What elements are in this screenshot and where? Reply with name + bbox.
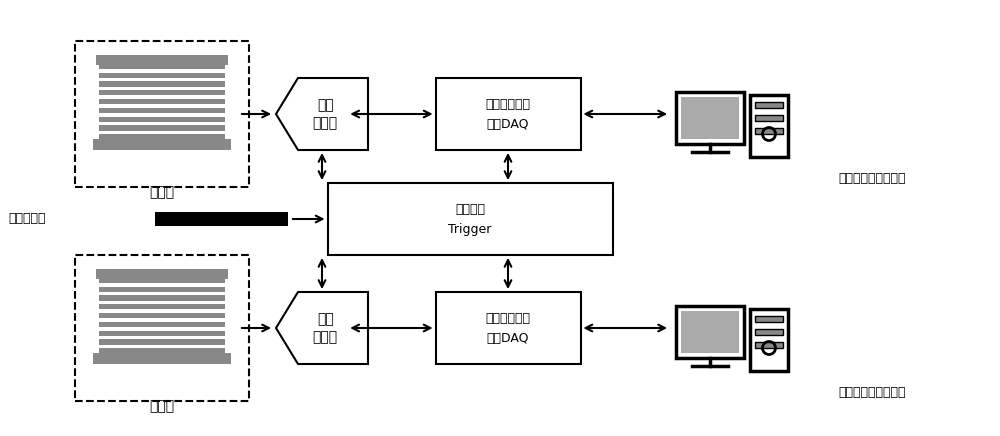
FancyBboxPatch shape bbox=[99, 348, 225, 353]
FancyBboxPatch shape bbox=[436, 292, 581, 364]
FancyBboxPatch shape bbox=[93, 353, 231, 364]
FancyBboxPatch shape bbox=[96, 55, 228, 65]
Text: 系统DAQ: 系统DAQ bbox=[487, 117, 529, 130]
FancyBboxPatch shape bbox=[99, 125, 225, 130]
FancyBboxPatch shape bbox=[99, 278, 225, 283]
FancyBboxPatch shape bbox=[99, 99, 225, 104]
FancyBboxPatch shape bbox=[99, 304, 225, 310]
FancyBboxPatch shape bbox=[436, 78, 581, 150]
FancyBboxPatch shape bbox=[676, 306, 744, 358]
Text: 触发探测器: 触发探测器 bbox=[8, 211, 46, 225]
FancyBboxPatch shape bbox=[99, 82, 225, 87]
Text: 触发系统: 触发系统 bbox=[455, 202, 485, 215]
FancyBboxPatch shape bbox=[99, 339, 225, 344]
FancyBboxPatch shape bbox=[99, 330, 225, 336]
Text: 系统DAQ: 系统DAQ bbox=[487, 331, 529, 344]
Text: 数据存储和分析系统: 数据存储和分析系统 bbox=[838, 172, 906, 185]
FancyBboxPatch shape bbox=[99, 73, 225, 78]
FancyBboxPatch shape bbox=[99, 64, 225, 69]
Text: Trigger: Trigger bbox=[448, 222, 492, 235]
Polygon shape bbox=[276, 292, 368, 364]
FancyBboxPatch shape bbox=[750, 309, 788, 371]
Text: 探测器: 探测器 bbox=[149, 185, 175, 199]
FancyBboxPatch shape bbox=[99, 108, 225, 113]
Text: 数据存储和分析系统: 数据存储和分析系统 bbox=[838, 386, 906, 399]
Text: 数据获取软件: 数据获取软件 bbox=[486, 311, 530, 324]
FancyBboxPatch shape bbox=[755, 316, 783, 322]
FancyBboxPatch shape bbox=[99, 134, 225, 140]
Polygon shape bbox=[276, 78, 368, 150]
FancyBboxPatch shape bbox=[155, 212, 288, 226]
FancyBboxPatch shape bbox=[755, 115, 783, 121]
FancyBboxPatch shape bbox=[755, 329, 783, 335]
Text: 读出: 读出 bbox=[317, 312, 334, 326]
FancyBboxPatch shape bbox=[99, 116, 225, 122]
Text: 探测器: 探测器 bbox=[149, 399, 175, 413]
FancyBboxPatch shape bbox=[96, 269, 228, 279]
FancyBboxPatch shape bbox=[99, 287, 225, 292]
FancyBboxPatch shape bbox=[99, 90, 225, 95]
FancyBboxPatch shape bbox=[99, 322, 225, 327]
FancyBboxPatch shape bbox=[328, 183, 612, 255]
Text: 读出: 读出 bbox=[317, 98, 334, 112]
Text: 电子学: 电子学 bbox=[313, 330, 338, 344]
FancyBboxPatch shape bbox=[93, 139, 231, 150]
FancyBboxPatch shape bbox=[681, 311, 739, 353]
FancyBboxPatch shape bbox=[755, 342, 783, 348]
Text: 数据获取软件: 数据获取软件 bbox=[486, 98, 530, 110]
FancyBboxPatch shape bbox=[99, 313, 225, 318]
FancyBboxPatch shape bbox=[676, 92, 744, 144]
Text: 电子学: 电子学 bbox=[313, 116, 338, 130]
FancyBboxPatch shape bbox=[99, 296, 225, 301]
FancyBboxPatch shape bbox=[681, 97, 739, 139]
FancyBboxPatch shape bbox=[750, 95, 788, 157]
FancyBboxPatch shape bbox=[755, 102, 783, 108]
FancyBboxPatch shape bbox=[75, 255, 249, 401]
FancyBboxPatch shape bbox=[75, 41, 249, 187]
FancyBboxPatch shape bbox=[755, 128, 783, 134]
